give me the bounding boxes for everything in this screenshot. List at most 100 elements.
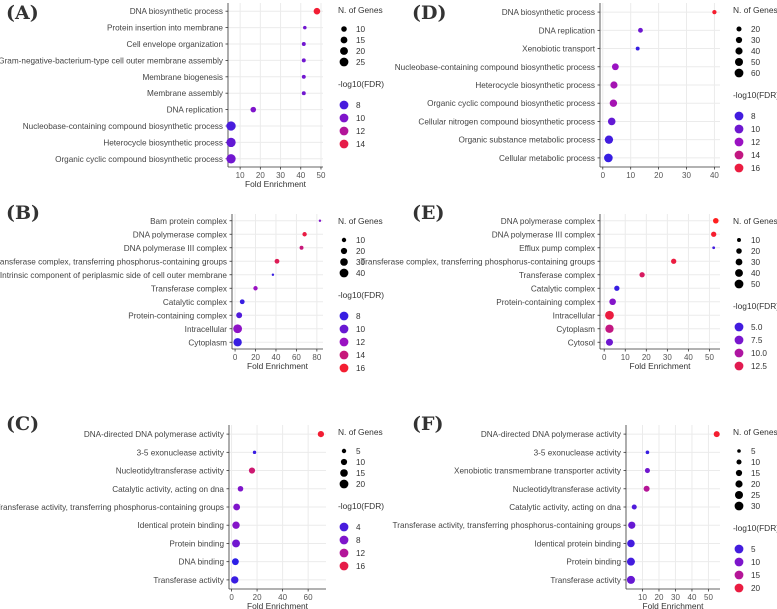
size-legend-dot	[734, 501, 744, 511]
data-point	[253, 286, 258, 291]
size-legend-title: N. of Genes	[733, 427, 777, 437]
color-legend-label: 14	[356, 351, 366, 360]
size-legend-dot	[734, 490, 744, 500]
x-axis-title: Fold Enrichment	[643, 601, 705, 609]
color-legend-label: 12	[356, 338, 366, 347]
x-tick-label: 0	[233, 353, 238, 362]
category-label: Intrinsic component of periplasmic side …	[0, 271, 227, 280]
color-legend-label: 12.5	[751, 362, 767, 371]
x-axis-title: Fold Enrichment	[630, 361, 692, 371]
size-legend-dot	[734, 57, 744, 67]
size-legend-dot	[339, 268, 349, 278]
data-point	[239, 299, 245, 305]
color-legend-dot	[339, 113, 349, 123]
color-legend-dot	[339, 561, 349, 571]
size-legend-title: N. of Genes	[733, 216, 777, 226]
size-legend-dot	[340, 458, 348, 466]
color-legend-dot	[734, 137, 744, 147]
color-legend-dot	[339, 100, 349, 110]
size-legend-label: 10	[356, 236, 366, 245]
data-point	[313, 7, 321, 15]
category-label: Organic substance metabolic process	[458, 136, 595, 145]
size-legend-label: 20	[356, 47, 366, 56]
category-label: Heterocycle biosynthetic process	[103, 138, 223, 147]
color-legend-title: -log10(FDR)	[733, 301, 777, 311]
color-legend-label: 5.0	[751, 323, 763, 332]
category-label: Protein binding	[566, 558, 621, 567]
data-point	[248, 467, 256, 474]
x-tick-label: 40	[688, 593, 697, 602]
category-label: DNA-directed DNA polymerase activity	[481, 430, 622, 439]
color-legend-label: 16	[751, 164, 761, 173]
color-legend-dot	[734, 583, 744, 593]
data-point	[226, 154, 236, 164]
data-point	[232, 521, 240, 529]
data-point	[671, 258, 677, 264]
category-label: Transferase activity	[550, 576, 622, 585]
x-tick-label: 40	[710, 171, 719, 180]
category-label: Heterocycle biosynthetic process	[475, 81, 595, 90]
data-point	[231, 558, 239, 566]
size-legend-label: 20	[751, 25, 761, 34]
category-label: Transferase activity, transferring phosp…	[0, 503, 224, 512]
x-tick-label: 40	[296, 171, 305, 180]
color-legend-label: 10	[356, 325, 366, 334]
data-point	[643, 485, 650, 492]
x-tick-label: 20	[251, 353, 260, 362]
category-label: DNA binding	[178, 558, 224, 567]
category-label: Identical protein binding	[138, 521, 225, 530]
data-point	[626, 575, 635, 584]
data-point	[609, 99, 618, 107]
color-legend-dot	[734, 111, 744, 121]
category-label: DNA polymerase III complex	[124, 244, 227, 253]
size-legend-dot	[735, 469, 743, 477]
size-legend-dot	[735, 47, 743, 55]
panel-label: (B)	[6, 202, 40, 224]
x-axis-title: Fold Enrichment	[247, 361, 309, 371]
panel-d: (D) 0 10 20 30 40 DNA biosynthetic process DNA …	[395, 2, 777, 180]
category-label: 3-5 exonuclease activity	[137, 448, 225, 457]
category-label: Intracellular	[185, 325, 228, 334]
data-point	[303, 25, 307, 30]
data-point	[604, 153, 613, 163]
color-legend-dot	[734, 163, 744, 173]
x-tick-label: 0	[602, 353, 607, 362]
color-legend-title: -log10(FDR)	[338, 79, 384, 89]
category-label: Transferase complex	[519, 271, 595, 280]
data-point	[226, 121, 236, 131]
category-label: DNA biosynthetic process	[502, 8, 595, 17]
data-point	[645, 450, 650, 455]
data-point	[302, 232, 307, 237]
size-legend-dot	[735, 258, 743, 266]
color-legend-dot	[339, 522, 349, 532]
color-legend-dot	[734, 361, 744, 371]
panel-a: (A) 10 20 30 40 50 Fold Enrichment DNA biosynth…	[0, 2, 384, 189]
category-label: Protein insertion into membrane	[107, 24, 223, 33]
color-legend-dot	[734, 348, 744, 358]
category-label: Xenobiotic transmembrane transporter act…	[454, 467, 622, 476]
category-label: Efflux pump complex	[519, 244, 595, 253]
color-legend-label: 8	[751, 112, 756, 121]
data-point	[237, 485, 244, 492]
size-legend-dot	[341, 26, 347, 32]
category-label: Membrane biogenesis	[142, 73, 223, 82]
panel-label: (E)	[412, 202, 444, 224]
size-legend-dot	[734, 279, 744, 289]
size-legend-label: 5	[356, 447, 361, 456]
size-legend-label: 15	[356, 469, 366, 478]
color-legend-label: 14	[356, 140, 366, 149]
size-legend-dot	[734, 68, 744, 78]
color-legend-dot	[734, 544, 744, 554]
size-legend-dot	[341, 237, 347, 243]
color-legend-label: 15	[751, 571, 761, 580]
x-tick-label: 10	[626, 171, 635, 180]
category-label: Transferase complex	[151, 284, 227, 293]
data-point	[301, 42, 306, 46]
data-point	[712, 246, 716, 250]
category-label: Cytoplasm	[556, 325, 595, 334]
x-tick-label: 30	[682, 171, 691, 180]
panel-label: (D)	[412, 2, 446, 24]
x-tick-label: 0	[229, 593, 234, 602]
